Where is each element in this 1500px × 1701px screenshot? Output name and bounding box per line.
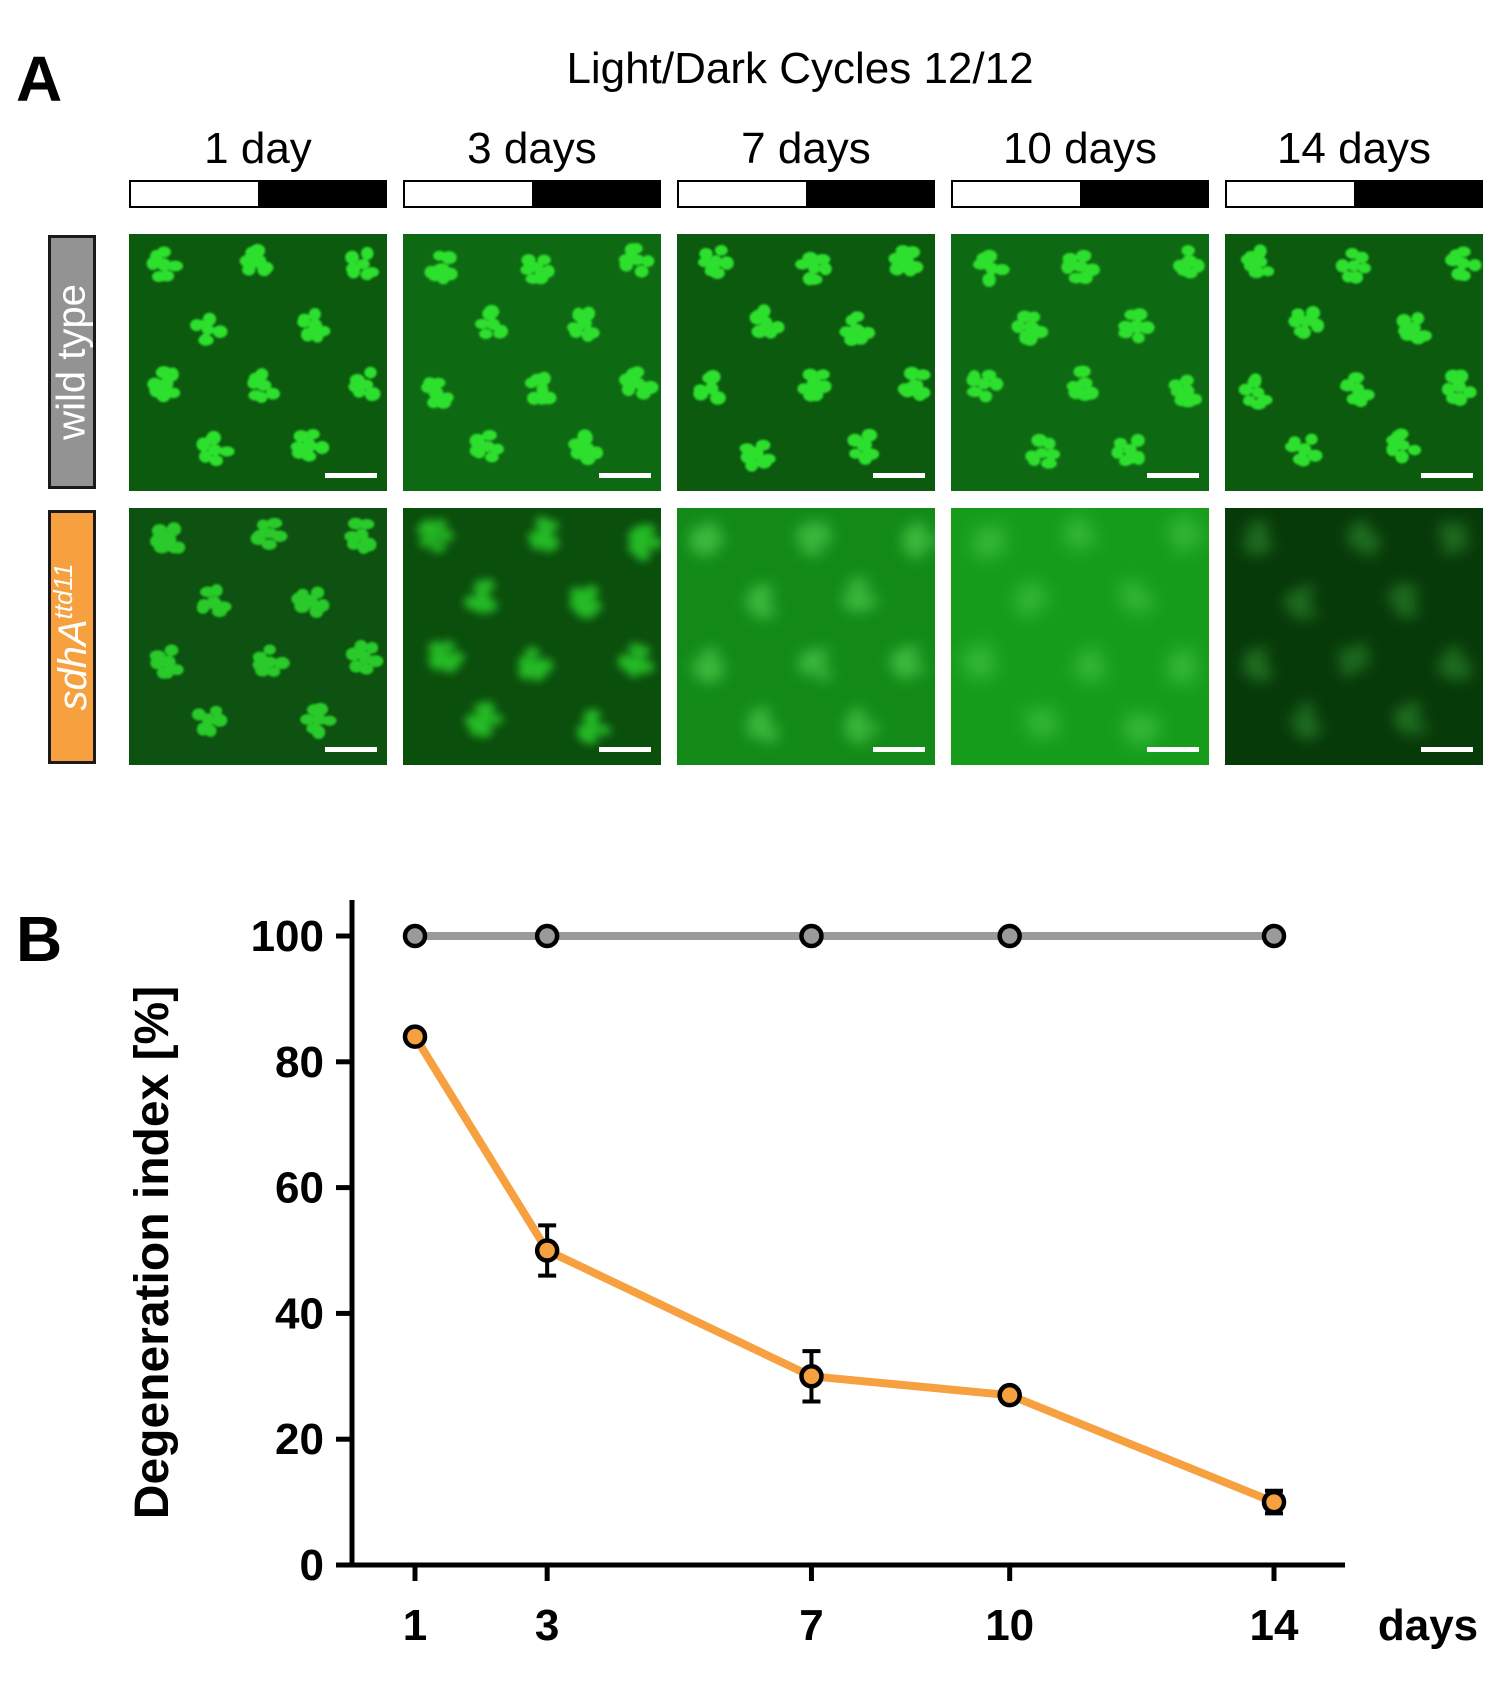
dark-phase [258, 182, 385, 206]
scale-bar [873, 473, 925, 478]
data-point [997, 1382, 1022, 1408]
scale-bar [1421, 473, 1473, 478]
column-label-3-days: 3 days [467, 124, 597, 173]
series-1 [402, 1024, 1287, 1516]
x-tick-label: 1 [403, 1601, 427, 1650]
scale-bar [325, 747, 377, 752]
micrograph-sdha-10-days [951, 508, 1209, 765]
scale-bar [1147, 473, 1199, 478]
dark-phase [1080, 182, 1207, 206]
data-point [799, 1364, 824, 1389]
y-tick-label: 80 [275, 1038, 324, 1087]
y-axis-label: Degeneration index [%] [126, 986, 179, 1519]
y-tick-label: 40 [275, 1289, 324, 1338]
scale-bar [599, 747, 651, 752]
data-point [1261, 923, 1287, 949]
degeneration-chart: 0 20 40 60 80 100 1 3 7 10 14 days Degeneration inde… [126, 900, 1478, 1650]
row-label-wild-type-text: wild type [49, 284, 94, 440]
data-point [997, 923, 1022, 949]
micrograph-wild-type-10-days [951, 234, 1209, 491]
scale-bar [325, 473, 377, 478]
micrograph-sdha-7-days [677, 508, 935, 765]
y-tick-label: 20 [275, 1415, 324, 1464]
data-point [534, 923, 560, 949]
light-dark-bar [129, 180, 387, 208]
column-label-10-days: 10 days [1002, 124, 1158, 173]
x-tick-label: 10 [985, 1601, 1034, 1650]
dark-phase [532, 182, 659, 206]
data-point [402, 1024, 428, 1049]
row-label-sdha-main: sdhA [51, 619, 96, 711]
row-label-sdha-mutant: sdhAttd11 [48, 510, 96, 764]
micrograph-sdha-1-day [129, 508, 387, 765]
x-axis-label: days [1378, 1601, 1478, 1650]
light-dark-bar [677, 180, 935, 208]
light-dark-bar [1225, 180, 1483, 208]
dark-phase [1354, 182, 1481, 206]
y-tick-label: 60 [275, 1164, 324, 1213]
row-label-sdha-allele: ttd11 [47, 563, 78, 620]
data-point [402, 923, 428, 949]
scale-bar [599, 473, 651, 478]
series-line [411, 1034, 1276, 1506]
column-label-7-days: 7 days [741, 124, 871, 173]
scale-bar [1147, 747, 1199, 752]
micrograph-wild-type-1-day [129, 234, 387, 491]
row-label-sdha-text: sdhAttd11 [48, 563, 96, 710]
micrograph-wild-type-3-days [403, 234, 661, 491]
micrograph-sdha-3-days [403, 508, 661, 765]
dark-phase [806, 182, 933, 206]
scale-bar [1421, 747, 1473, 752]
row-label-wild-type: wild type [48, 235, 96, 489]
y-tick-label: 0 [300, 1541, 324, 1590]
x-tick-label: 14 [1250, 1601, 1299, 1650]
x-tick-label: 3 [535, 1601, 559, 1650]
x-tick-label: 7 [799, 1601, 823, 1650]
micrograph-wild-type-7-days [677, 234, 935, 491]
column-label-14-days: 14 days [1276, 124, 1432, 173]
light-dark-bar [951, 180, 1209, 208]
data-point [1261, 1489, 1287, 1515]
light-dark-cycle-title: Light/Dark Cycles 12/12 [566, 44, 1034, 93]
micrograph-wild-type-14-days [1225, 234, 1483, 491]
light-dark-bar [403, 180, 661, 208]
data-point [534, 1238, 560, 1263]
scale-bar [873, 747, 925, 752]
panel-label-a: A [16, 43, 63, 115]
micrograph-sdha-14-days [1225, 508, 1483, 765]
column-label-1-day: 1 day [204, 124, 312, 173]
data-point [799, 923, 824, 949]
series-0 [402, 923, 1287, 949]
y-tick-label: 100 [251, 912, 324, 961]
panel-label-b: B [16, 903, 63, 975]
